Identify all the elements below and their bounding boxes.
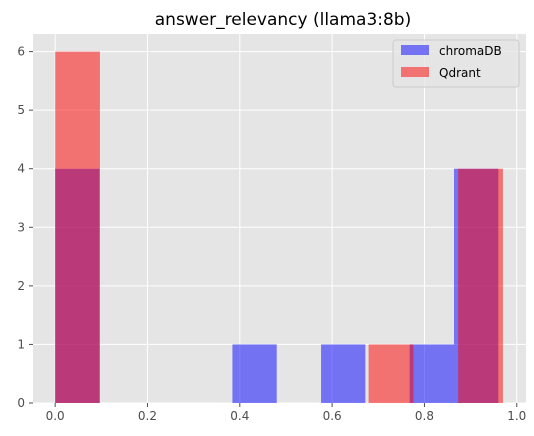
x-tick-label: 0.8 [415,409,434,423]
y-tick-label: 1 [17,337,25,351]
legend-label-qdrant: Qdrant [439,66,481,80]
x-tick-label: 1.0 [507,409,526,423]
y-tick-label: 0 [17,396,25,410]
legend-label-chromadb: chromaDB [439,44,502,58]
x-tick-label: 0.0 [46,409,65,423]
legend: chromaDB Qdrant [392,39,520,88]
histogram-bar-qdrant [458,168,503,403]
histogram-bar-chromadb [321,344,366,403]
histogram-bar-chromadb [409,344,454,403]
histogram-bar-chromadb [232,344,277,403]
y-tick-label: 3 [17,220,25,234]
y-axis-ticks: 0 1 2 3 4 5 6 [17,45,33,410]
grid-lines [33,34,526,404]
chart-title: answer_relevancy (llama3:8b) [155,10,411,30]
x-tick-label: 0.4 [230,409,249,423]
y-tick-label: 6 [17,45,25,59]
legend-swatch-chromadb [401,45,429,55]
legend-swatch-qdrant [401,67,429,77]
histogram-bar-qdrant [368,344,414,403]
plot-area [33,34,526,403]
histogram-bars [55,51,503,403]
histogram-bar-qdrant [55,51,100,403]
y-tick-label: 5 [17,103,25,117]
x-tick-label: 0.6 [323,409,342,423]
x-tick-label: 0.2 [138,409,157,423]
x-axis-ticks: 0.0 0.2 0.4 0.6 0.8 1.0 [46,403,526,423]
y-tick-label: 2 [17,279,25,293]
y-tick-label: 4 [17,162,25,176]
series-qdrant-bars [55,51,503,403]
